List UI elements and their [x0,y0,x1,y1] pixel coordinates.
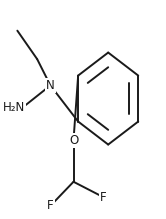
Text: H₂N: H₂N [3,101,25,114]
Text: O: O [69,134,78,147]
Text: F: F [47,199,54,212]
Text: N: N [46,79,55,92]
Text: F: F [100,191,107,204]
